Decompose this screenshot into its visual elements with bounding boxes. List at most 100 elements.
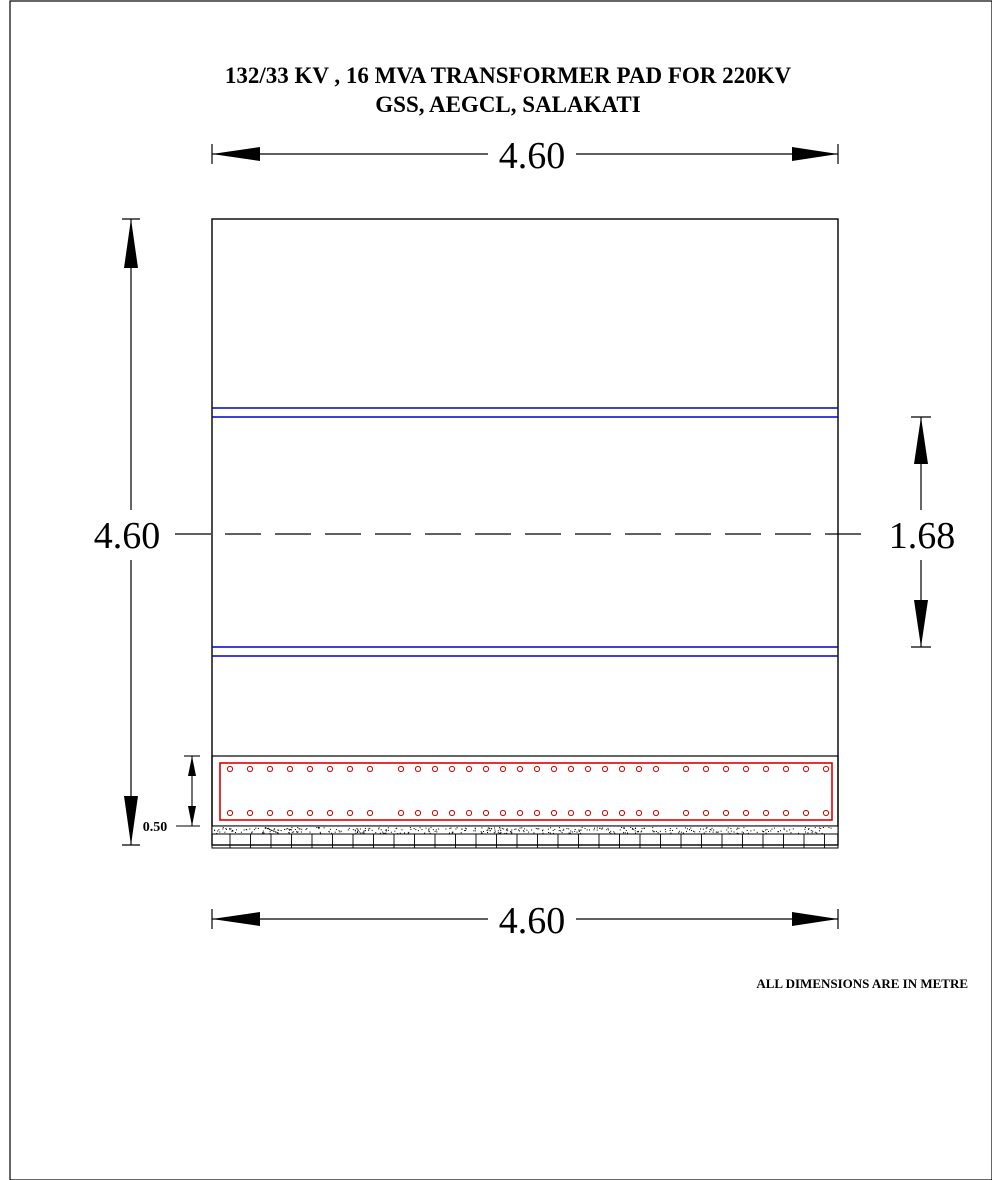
pcc-speck	[363, 832, 365, 834]
pcc-speck	[720, 830, 722, 832]
pcc-speck	[614, 832, 616, 834]
pcc-speck	[635, 832, 636, 834]
pcc-speck	[566, 828, 568, 830]
pcc-speck	[538, 828, 540, 830]
pcc-speck	[407, 832, 409, 834]
rebar-bar	[448, 765, 456, 773]
pcc-speck	[474, 828, 476, 830]
pcc-speck	[558, 830, 560, 832]
pcc-speck	[222, 828, 224, 830]
rebar-bar	[822, 765, 830, 773]
pcc-speck	[231, 830, 233, 832]
pcc-speck	[542, 832, 544, 834]
pcc-speck	[670, 832, 672, 834]
rebar-bar	[499, 809, 507, 817]
pcc-speck	[711, 827, 713, 829]
pcc-speck	[318, 828, 320, 830]
pcc-speck	[770, 830, 772, 832]
pcc-speck	[807, 832, 809, 834]
pcc-speck	[578, 829, 580, 831]
pcc-speck	[382, 831, 384, 833]
pcc-speck	[652, 827, 654, 829]
rebar-bar	[326, 765, 334, 773]
pcc-speck	[409, 827, 411, 829]
pcc-speck	[385, 832, 387, 834]
pcc-speck	[773, 827, 775, 829]
rebar-bar	[802, 765, 810, 773]
pcc-speck	[449, 832, 450, 834]
rebar-bar	[635, 765, 643, 773]
pcc-speck	[623, 827, 625, 829]
pcc-speck	[761, 830, 763, 832]
pcc-speck	[574, 830, 576, 832]
pcc-speck	[320, 832, 321, 834]
pcc-speck	[568, 832, 570, 834]
pcc-speck	[243, 829, 245, 831]
pcc-speck	[425, 827, 427, 829]
pad-section-outline	[211, 755, 839, 827]
pcc-speck	[269, 829, 271, 831]
pcc-speck	[417, 830, 419, 832]
pcc-speck	[272, 830, 274, 832]
pcc-speck	[268, 828, 270, 830]
brick-joints	[229, 834, 825, 848]
pcc-speck	[561, 831, 563, 833]
pcc-speck	[727, 831, 729, 833]
pcc-speck	[339, 831, 341, 833]
units-note: ALL DIMENSIONS ARE IN METRE	[756, 976, 968, 991]
pcc-speck	[537, 828, 539, 830]
plan-height-label: 4.60	[94, 515, 161, 557]
pcc-speck	[703, 832, 705, 834]
rebar-bar	[584, 809, 592, 817]
pcc-speck	[808, 828, 810, 830]
pcc-speck	[700, 828, 701, 830]
rebar-bar	[550, 765, 558, 773]
pcc-speck	[465, 830, 467, 831]
pcc-speck	[550, 827, 552, 829]
pcc-speck	[736, 832, 738, 834]
pcc-speck	[712, 831, 714, 833]
rebar-bar	[431, 765, 439, 773]
pcc-speck	[713, 829, 715, 831]
rebar-bar	[499, 765, 507, 773]
pcc-speck	[515, 828, 517, 830]
pcc-speck	[819, 830, 820, 832]
pcc-speck	[811, 832, 813, 834]
pcc-speck	[232, 830, 234, 832]
rebar-bar	[226, 765, 234, 773]
rebar-bar	[802, 809, 810, 817]
pcc-speck	[265, 827, 267, 829]
pcc-speck	[464, 830, 466, 832]
pcc-speck	[306, 828, 308, 829]
pcc-speck	[710, 829, 712, 831]
pcc-speck	[542, 830, 543, 832]
pcc-speck	[727, 827, 729, 829]
pcc-speck	[669, 828, 671, 829]
pcc-speck	[653, 831, 655, 833]
pcc-speck	[738, 827, 740, 829]
pcc-speck	[669, 830, 671, 831]
rebar-bottom-row	[226, 809, 830, 817]
pcc-speck	[480, 831, 482, 833]
pcc-speck	[474, 827, 476, 829]
pcc-speck	[348, 827, 350, 829]
sheet-border	[9, 0, 992, 1180]
pcc-speck	[481, 827, 483, 829]
pcc-speck	[549, 832, 551, 834]
pcc-speck	[371, 829, 373, 831]
section-view	[211, 755, 839, 849]
pcc-speck	[301, 828, 303, 830]
pcc-speck	[296, 831, 297, 833]
pcc-speck	[263, 832, 265, 834]
rebar-bar	[346, 809, 354, 817]
pcc-speck	[363, 831, 365, 833]
pcc-speck	[753, 829, 755, 831]
pcc-speck	[270, 829, 272, 831]
pcc-speck	[456, 827, 458, 829]
pcc-speck	[369, 827, 371, 829]
pcc-speck	[569, 832, 571, 834]
pcc-speck	[630, 827, 632, 828]
section-depth-label: 0.50	[143, 820, 168, 835]
rebar-bar	[266, 809, 274, 817]
pcc-speck	[365, 830, 366, 832]
